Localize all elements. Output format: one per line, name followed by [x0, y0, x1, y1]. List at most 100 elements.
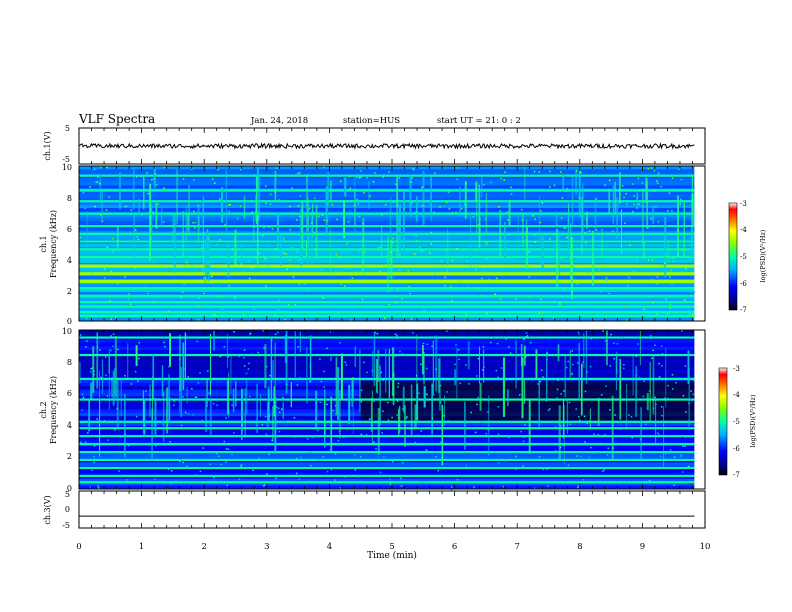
noise-speck	[553, 184, 556, 187]
noise-speck	[120, 436, 122, 438]
noise-speck	[179, 358, 181, 361]
noise-speck	[650, 167, 653, 169]
noise-speck	[263, 484, 265, 487]
noise-speck	[482, 311, 485, 313]
channel-1-spectrogram-panel: 0 2 4 6 8 10 ch.1 Frequency (kHz)	[39, 163, 706, 326]
noise-speck	[210, 378, 213, 381]
noise-speck	[162, 221, 165, 223]
noise-speck	[630, 416, 633, 418]
noise-speck	[93, 373, 95, 376]
noise-speck	[554, 233, 556, 235]
noise-speck	[439, 384, 442, 387]
noise-speck	[181, 291, 184, 294]
spectrogram-row	[79, 429, 695, 434]
noise-speck	[326, 347, 328, 350]
spectrogram-row	[79, 195, 695, 199]
ch3-ytick-top: 5	[65, 490, 70, 499]
noise-speck	[648, 295, 650, 298]
noise-speck	[555, 224, 558, 227]
noise-speck	[207, 370, 209, 372]
noise-speck	[446, 330, 448, 332]
sferic-streak	[299, 331, 301, 353]
noise-speck	[231, 453, 233, 456]
noise-speck	[500, 367, 503, 369]
noise-speck	[225, 417, 227, 419]
noise-speck	[359, 456, 362, 458]
spectrogram-row	[79, 233, 695, 238]
noise-speck	[637, 451, 640, 453]
noise-speck	[407, 468, 409, 470]
noise-speck	[651, 259, 653, 261]
noise-speck	[337, 312, 339, 314]
sferic-streak	[646, 393, 649, 411]
noise-speck	[423, 309, 425, 312]
sferic-streak	[582, 184, 584, 241]
channel-2-spectrogram-panel: 0 2 4 6 8 10 ch.2 Frequency (kHz)	[39, 327, 706, 493]
sferic-streak	[642, 188, 644, 245]
noise-speck	[322, 456, 325, 458]
noise-speck	[327, 305, 329, 307]
noise-speck	[103, 420, 106, 422]
noise-speck	[255, 421, 258, 423]
noise-speck	[319, 401, 322, 403]
noise-speck	[549, 186, 551, 188]
noise-speck	[559, 446, 562, 449]
noise-speck	[252, 469, 254, 472]
emission-band	[79, 255, 695, 259]
noise-speck	[552, 317, 555, 319]
noise-speck	[274, 333, 277, 335]
noise-speck	[137, 238, 140, 241]
noise-speck	[192, 222, 194, 224]
emission-band	[79, 240, 695, 243]
sferic-streak	[161, 207, 163, 228]
emission-band	[79, 336, 695, 339]
noise-speck	[419, 246, 421, 248]
sferic-streak	[226, 378, 229, 415]
sferic-streak	[285, 330, 288, 394]
sferic-streak	[431, 383, 433, 435]
noise-speck	[203, 277, 205, 279]
emission-band	[79, 481, 695, 484]
noise-speck	[377, 247, 379, 249]
sferic-streak	[403, 191, 405, 250]
noise-speck	[264, 257, 267, 260]
noise-speck	[412, 174, 414, 177]
sferic-streak	[258, 177, 260, 221]
sferic-streak	[124, 393, 126, 458]
sferic-streak	[416, 334, 418, 383]
noise-speck	[293, 417, 296, 419]
noise-speck	[245, 372, 248, 375]
channel-1-waveform-trace	[78, 142, 695, 150]
noise-speck	[265, 286, 267, 288]
sferic-streak	[636, 192, 639, 210]
noise-speck	[217, 455, 220, 457]
sferic-streak	[343, 200, 346, 239]
noise-speck	[405, 417, 408, 419]
cb2-label: log(PSD)(V²/Hz)	[749, 394, 757, 447]
noise-speck	[395, 302, 397, 304]
noise-speck	[294, 436, 296, 438]
noise-speck	[429, 252, 431, 254]
noise-speck	[113, 280, 116, 283]
noise-speck	[161, 422, 164, 424]
time-tick-label-6: 6	[452, 542, 457, 552]
noise-speck	[639, 377, 641, 379]
sferic-streak	[257, 214, 259, 268]
sferic-streak	[306, 174, 308, 232]
noise-speck	[112, 333, 115, 335]
noise-speck	[571, 372, 573, 374]
noise-speck	[334, 453, 337, 455]
emission-band	[79, 174, 695, 177]
noise-speck	[373, 400, 375, 402]
noise-speck	[267, 415, 269, 417]
date-label: Jan. 24, 2018	[250, 116, 308, 126]
cb1-tick-m3: -3	[740, 200, 747, 208]
sferic-streak	[324, 399, 326, 437]
spectrogram-row	[79, 214, 695, 219]
noise-speck	[690, 390, 692, 392]
sferic-streak	[213, 330, 215, 351]
noise-speck	[658, 434, 660, 436]
spectrogram-row	[79, 373, 695, 377]
noise-speck	[562, 288, 565, 291]
